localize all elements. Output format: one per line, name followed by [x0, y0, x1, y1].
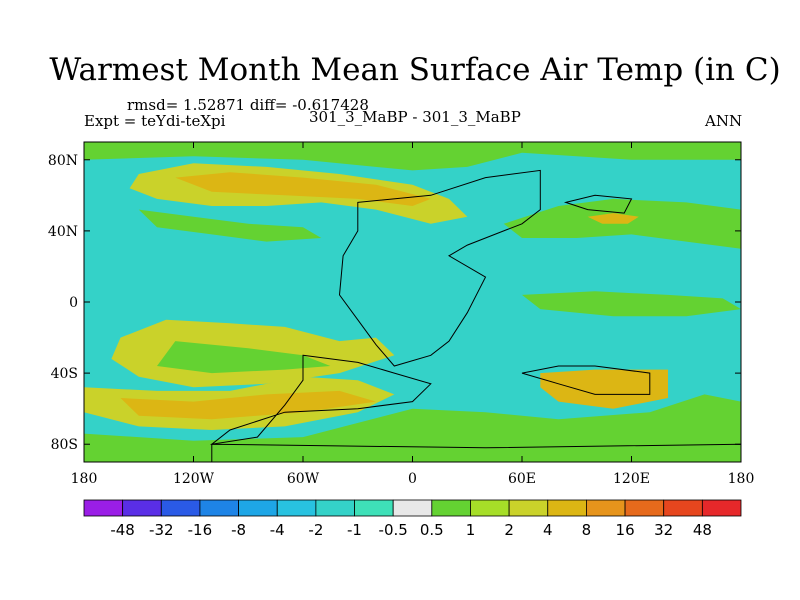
x-tick-label-2: 120W [173, 471, 215, 487]
colorbar-swatch-6 [276, 499, 317, 517]
anomaly-region-8 [157, 341, 331, 374]
anomaly-region-2 [175, 172, 431, 206]
continent-outline-1 [338, 169, 541, 367]
colorbar-label-8: -0.5 [379, 521, 408, 539]
colorbar-label-13: 8 [582, 521, 592, 539]
continent-outline-4 [563, 194, 633, 214]
rmsd-diff-label: rmsd= 1.52871 diff= -0.617428 [127, 96, 369, 114]
x-tick-label-5: 60E [508, 471, 536, 487]
anomaly-region-4 [138, 209, 322, 242]
colorbar-swatch-3 [160, 499, 201, 517]
colorbar-swatch-13 [547, 499, 587, 517]
colorbar: -48 -32 -16 -8 -4 -2 -1 -0.5 0.5 1 2 4 8 16 32 48 [83, 499, 742, 539]
y-tick-label-1: 80N [48, 153, 78, 169]
colorbar-swatch-7 [315, 499, 355, 517]
colorbar-label-9: 0.5 [420, 521, 444, 539]
x-tick-label-1: 180 [71, 471, 98, 487]
experiment-label: Expt = teYdi-teXpi [84, 112, 226, 130]
colorbar-label-12: 4 [543, 521, 553, 539]
colorbar-swatch-11 [470, 499, 510, 517]
x-tick-label-4: 0 [408, 471, 417, 487]
y-tick-label-2: 40N [48, 224, 78, 240]
anomaly-region-13 [522, 291, 741, 317]
colorbar-swatch-12 [508, 499, 549, 517]
colorbar-swatch-17 [701, 499, 742, 517]
colorbar-label-5: -4 [270, 521, 285, 539]
continent-outline-5 [211, 443, 741, 462]
colorbar-swatch-16 [663, 499, 703, 517]
colorbar-label-7: -1 [347, 521, 362, 539]
colorbar-label-6: -2 [308, 521, 323, 539]
colorbar-swatch-2 [122, 499, 162, 517]
colorbar-swatch-5 [238, 499, 278, 517]
colorbar-swatch-14 [586, 499, 626, 517]
x-tick-label-6: 120E [613, 471, 650, 487]
y-tick-label-3: 0 [69, 295, 78, 311]
colorbar-label-3: -16 [188, 521, 213, 539]
colorbar-label-2: -32 [149, 521, 174, 539]
y-axis: 80N 40N 0 40S 80S [48, 153, 741, 453]
x-tick-label-7: 180 [728, 471, 755, 487]
anomaly-region-6 [587, 213, 639, 224]
x-axis: 180 120W 60W 0 60E 120E 180 [71, 142, 755, 487]
colorbar-label-11: 2 [504, 521, 514, 539]
colorbar-swatch-8 [354, 499, 394, 517]
colorbar-label-1: -48 [110, 521, 135, 539]
y-tick-label-4: 40S [51, 366, 78, 382]
colorbar-label-16: 48 [693, 521, 712, 539]
continent-outline-2 [209, 354, 432, 445]
colorbar-swatch-1 [83, 499, 124, 517]
experiment-period-label: 301_3_MaBP - 301_3_MaBP [309, 108, 521, 126]
colorbar-swatch-15 [624, 499, 665, 517]
x-tick-label-3: 60W [287, 471, 320, 487]
chart-title: Warmest Month Mean Surface Air Temp (in … [49, 52, 781, 88]
anomaly-regions [84, 142, 741, 462]
colorbar-label-15: 32 [654, 521, 673, 539]
anomaly-region-3 [84, 142, 741, 171]
y-tick-label-5: 80S [51, 437, 78, 453]
colorbar-label-14: 16 [616, 521, 635, 539]
anomaly-region-10 [120, 390, 376, 420]
colorbar-label-10: 1 [466, 521, 476, 539]
season-label: ANN [705, 112, 743, 130]
continent-outline-3 [521, 365, 651, 395]
colorbar-swatch-10 [431, 499, 471, 517]
colorbar-swatch-4 [199, 499, 239, 517]
anomaly-region-11 [540, 369, 668, 409]
colorbar-label-4: -8 [231, 521, 246, 539]
continent-outlines [209, 169, 741, 462]
colorbar-swatch-9 [392, 499, 433, 517]
